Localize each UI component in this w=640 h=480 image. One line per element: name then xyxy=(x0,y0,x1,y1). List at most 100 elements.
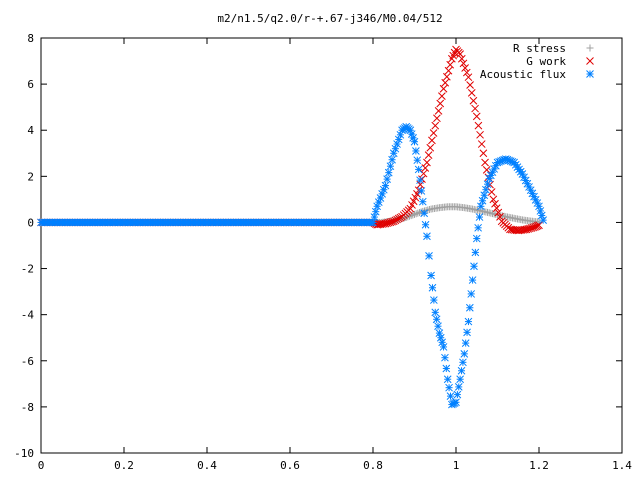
marker-stroke xyxy=(468,276,477,284)
marker-stroke xyxy=(501,155,510,163)
legend-marker xyxy=(586,57,594,65)
data-point xyxy=(452,398,460,407)
data-point xyxy=(461,339,470,347)
marker-stroke xyxy=(441,353,449,362)
marker-stroke xyxy=(431,121,440,130)
series-g-work xyxy=(37,45,543,235)
data-point xyxy=(462,68,471,77)
marker-stroke xyxy=(520,173,528,182)
marker-stroke xyxy=(459,59,468,68)
marker-stroke xyxy=(438,92,446,100)
data-point xyxy=(456,375,465,384)
marker-stroke xyxy=(496,213,504,221)
data-point xyxy=(479,149,488,158)
data-point xyxy=(439,343,448,351)
marker-stroke xyxy=(409,134,417,142)
data-point xyxy=(434,322,442,331)
data-point xyxy=(480,191,489,200)
data-point xyxy=(418,197,427,206)
data-point xyxy=(431,308,440,317)
marker-stroke xyxy=(371,207,380,216)
data-point xyxy=(425,252,433,260)
marker-stroke xyxy=(374,198,383,207)
marker-stroke xyxy=(483,180,492,189)
marker-stroke xyxy=(431,308,440,317)
marker-stroke xyxy=(376,194,385,202)
marker-stroke xyxy=(428,283,437,292)
legend-label: R stress xyxy=(513,42,566,55)
marker-stroke xyxy=(528,189,537,198)
data-point xyxy=(464,73,473,82)
legend-label: G work xyxy=(526,55,566,68)
data-point xyxy=(494,208,503,217)
marker-stroke xyxy=(394,135,403,144)
data-point xyxy=(491,199,499,208)
marker-stroke xyxy=(463,328,471,337)
marker-stroke xyxy=(384,168,393,177)
data-point xyxy=(369,218,377,227)
y-tick-label: -10 xyxy=(14,447,34,460)
marker-stroke xyxy=(443,375,452,384)
marker-stroke xyxy=(452,398,460,407)
data-point xyxy=(383,175,391,183)
marker-stroke xyxy=(426,143,435,152)
data-point xyxy=(438,338,447,347)
x-tick-label: 0.8 xyxy=(363,459,383,472)
marker-stroke xyxy=(418,197,427,206)
marker-stroke xyxy=(477,202,485,211)
marker-stroke xyxy=(465,303,474,312)
marker-stroke xyxy=(530,192,538,201)
marker-stroke xyxy=(525,183,533,191)
data-point xyxy=(412,147,420,155)
marker-stroke xyxy=(370,213,379,221)
y-axis: 8 6 4 2 0 -2 -4 -6 -8 -10 xyxy=(14,32,622,460)
marker-stroke xyxy=(386,162,395,171)
data-point xyxy=(468,276,477,284)
data-point xyxy=(477,202,485,211)
marker-stroke xyxy=(535,202,543,211)
data-point xyxy=(443,72,451,81)
marker-stroke xyxy=(424,151,433,159)
data-point xyxy=(483,180,492,189)
data-point xyxy=(459,59,468,68)
data-point xyxy=(474,223,482,232)
y-tick-label: 4 xyxy=(27,124,34,137)
data-point xyxy=(539,216,548,224)
marker-stroke xyxy=(474,121,483,130)
data-point xyxy=(433,114,441,123)
data-point xyxy=(446,60,455,69)
data-point xyxy=(421,220,430,229)
marker-stroke xyxy=(491,199,499,208)
data-point xyxy=(439,84,448,93)
data-point xyxy=(370,213,379,221)
data-point xyxy=(471,248,480,257)
marker-stroke xyxy=(514,226,523,235)
data-point xyxy=(465,303,474,312)
data-point xyxy=(443,375,452,384)
data-point xyxy=(428,283,437,292)
data-point xyxy=(410,137,419,146)
y-tick-label: -6 xyxy=(21,355,34,368)
data-point xyxy=(423,232,431,241)
marker-stroke xyxy=(457,54,466,63)
data-point xyxy=(482,185,490,194)
marker-stroke xyxy=(477,140,486,148)
data-point xyxy=(396,130,405,139)
marker-stroke xyxy=(487,188,496,196)
data-point xyxy=(472,112,481,121)
marker-stroke xyxy=(523,179,532,188)
marker-stroke xyxy=(446,392,455,400)
marker-stroke xyxy=(428,136,436,145)
marker-stroke xyxy=(482,185,490,194)
marker-stroke xyxy=(369,218,377,227)
data-point xyxy=(414,209,422,217)
marker-stroke xyxy=(453,390,462,399)
data-point xyxy=(436,333,445,342)
data-point xyxy=(441,78,450,87)
marker-stroke xyxy=(480,191,489,200)
x-tick-label: 0 xyxy=(38,459,45,472)
data-point xyxy=(464,317,473,326)
data-point xyxy=(441,353,449,362)
marker-stroke xyxy=(539,216,548,224)
marker-stroke xyxy=(459,358,467,367)
